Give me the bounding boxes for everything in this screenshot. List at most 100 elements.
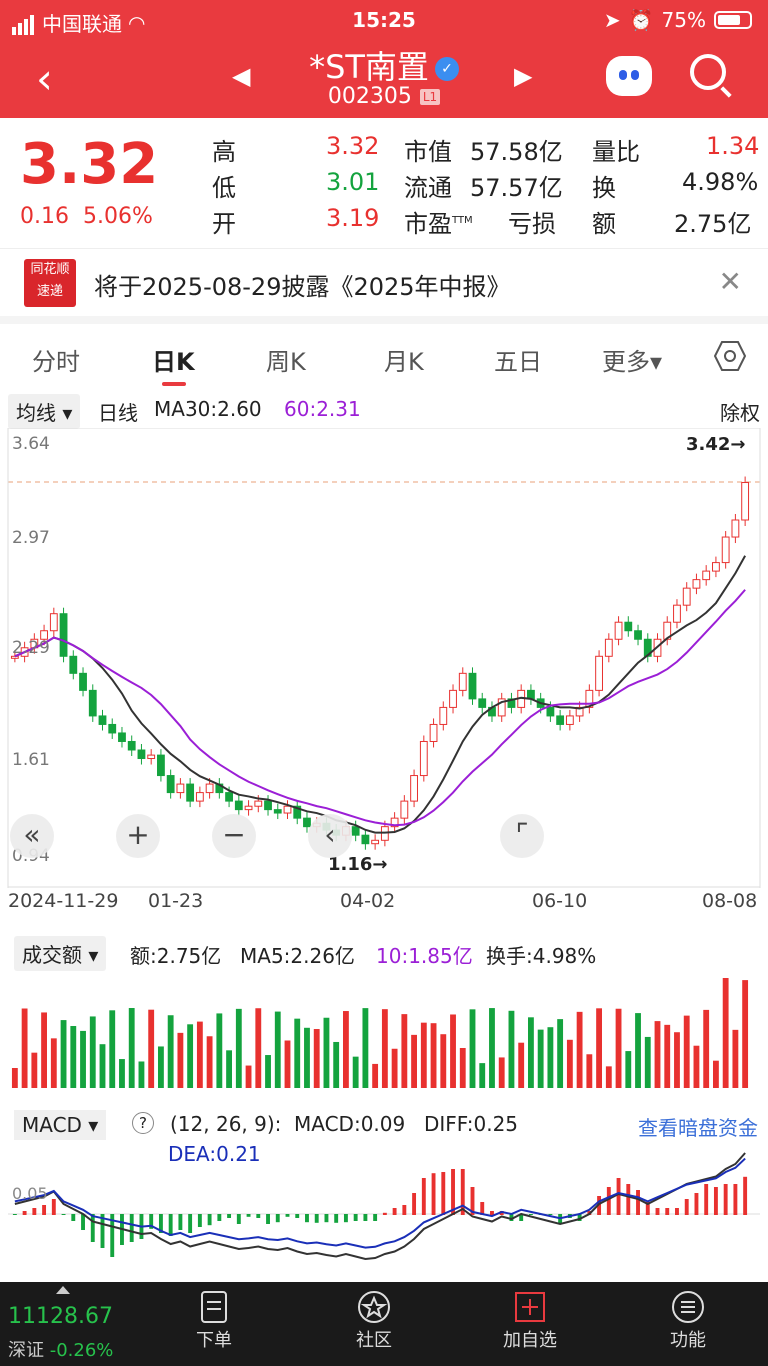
- dark-pool-link[interactable]: 查看暗盘资金: [638, 1116, 758, 1140]
- macd-bar: [421, 1178, 426, 1215]
- nav-order[interactable]: 下单: [164, 1290, 264, 1352]
- macd-bar: [597, 1196, 602, 1215]
- macd-bar: [22, 1211, 27, 1215]
- add-watchlist-icon: [515, 1292, 545, 1322]
- low-value: 3.01: [326, 168, 380, 196]
- scroll-left-icon[interactable]: ‹: [308, 814, 352, 858]
- zoom-in-icon[interactable]: +: [116, 814, 160, 858]
- volume-amount: 额:2.75亿: [130, 944, 222, 968]
- zoom-out-icon[interactable]: −: [212, 814, 256, 858]
- index-info[interactable]: 深证 -0.26%: [8, 1340, 114, 1361]
- ma30-line: [14, 555, 747, 834]
- candle: [127, 740, 136, 751]
- nav-community[interactable]: 社区: [324, 1290, 424, 1352]
- candle: [234, 800, 243, 811]
- candle: [682, 587, 691, 606]
- level-badge: L1: [419, 89, 441, 105]
- volume-bar: [508, 1010, 515, 1088]
- diff-value: DIFF:0.25: [424, 1112, 519, 1136]
- macd-bar: [451, 1169, 455, 1215]
- macd-bar: [256, 1214, 261, 1218]
- tab-daily[interactable]: 日K: [152, 348, 195, 376]
- volume-bar: [596, 1008, 602, 1088]
- clock: 15:25: [352, 8, 416, 32]
- volume-bar: [206, 1036, 213, 1088]
- macd-bar: [90, 1214, 95, 1242]
- kline-chart[interactable]: 3.64 2.97 2.29 1.61 0.94 3.42→ 1.16→ « +…: [0, 427, 768, 888]
- float-label: 流通: [404, 174, 452, 202]
- volume-dropdown[interactable]: 成交额 ▾: [14, 936, 107, 971]
- search-icon[interactable]: [690, 54, 726, 90]
- nav-add-watchlist[interactable]: 加自选: [480, 1290, 580, 1352]
- volume-svg: [11, 978, 749, 1088]
- robot-assistant-icon[interactable]: [606, 56, 652, 96]
- vr-label: 量比: [592, 138, 640, 166]
- tab-weekly[interactable]: 周K: [266, 348, 306, 376]
- macd-bar: [353, 1214, 358, 1221]
- tab-monthly[interactable]: 月K: [384, 348, 424, 376]
- volume-bar: [50, 1038, 57, 1088]
- price-tick-2: 2.29: [12, 638, 50, 658]
- notice-bar[interactable]: 同花顺 速递 将于2025-08-29披露《2025年中报》 ✕: [0, 248, 768, 324]
- candle: [497, 698, 506, 717]
- candle: [741, 482, 750, 521]
- candle: [468, 672, 477, 700]
- price-tick-1: 2.97: [12, 528, 50, 548]
- zoom-out-far-icon[interactable]: «: [10, 814, 54, 858]
- macd-bar: [528, 1214, 533, 1215]
- back-icon[interactable]: ‹: [36, 54, 53, 103]
- macd-dropdown[interactable]: MACD ▾: [14, 1110, 107, 1140]
- help-icon[interactable]: ?: [132, 1112, 154, 1134]
- volume-bar: [294, 1018, 301, 1088]
- volume-bar: [21, 1008, 28, 1088]
- candle: [458, 672, 467, 691]
- next-stock-icon[interactable]: ▶: [514, 62, 533, 90]
- macd-bar: [713, 1187, 718, 1215]
- volume-chart[interactable]: [0, 970, 768, 1088]
- ma-dropdown[interactable]: 均线 ▾: [8, 394, 81, 429]
- candle: [565, 715, 574, 725]
- candle: [225, 792, 233, 802]
- volume-bar: [644, 1036, 651, 1088]
- candle: [254, 800, 263, 807]
- tab-more[interactable]: 更多▾: [602, 348, 663, 376]
- volume-bar: [381, 1009, 388, 1088]
- adjust-label[interactable]: 除权: [720, 401, 760, 425]
- volume-bar: [528, 1017, 534, 1088]
- volume-bar: [625, 1051, 632, 1088]
- volume-bar: [450, 1014, 456, 1088]
- volume-bar: [119, 1059, 125, 1088]
- kline-svg: [7, 427, 761, 888]
- candle: [361, 834, 370, 845]
- macd-bar: [373, 1214, 378, 1221]
- prev-stock-icon[interactable]: ◀: [232, 62, 251, 90]
- notice-text[interactable]: 将于2025-08-29披露《2025年中报》: [94, 273, 511, 301]
- macd-params: (12, 26, 9):: [170, 1112, 282, 1136]
- expand-icon[interactable]: [56, 1286, 70, 1294]
- macd-svg: [8, 1152, 760, 1261]
- volume-bar: [703, 1009, 710, 1088]
- candle: [244, 805, 253, 811]
- macd-bar: [168, 1214, 173, 1236]
- vr-value: 1.34: [706, 132, 760, 160]
- index-value[interactable]: 11128.67: [8, 1304, 113, 1329]
- volume-bar: [479, 1063, 486, 1088]
- volume-bar: [742, 980, 749, 1088]
- macd-chart[interactable]: 0.05: [0, 1140, 768, 1280]
- volume-bar: [362, 1008, 369, 1088]
- fullscreen-icon[interactable]: ⌜: [500, 814, 544, 858]
- tab-intraday[interactable]: 分时: [32, 348, 80, 376]
- volume-bar: [196, 1021, 203, 1088]
- candle: [721, 536, 730, 564]
- high-marker: 3.42→: [686, 434, 746, 455]
- volume-bar: [586, 1054, 593, 1088]
- close-icon[interactable]: ✕: [718, 265, 742, 298]
- nav-functions[interactable]: 功能: [638, 1290, 738, 1352]
- volume-ma10: 10:1.85亿: [376, 944, 473, 968]
- settings-icon[interactable]: [714, 340, 746, 372]
- macd-bar: [470, 1187, 475, 1215]
- tab-five-day[interactable]: 五日: [494, 348, 542, 376]
- wifi-icon: ◠: [128, 10, 146, 35]
- battery-percent: 75%: [661, 8, 706, 32]
- candle: [507, 698, 516, 708]
